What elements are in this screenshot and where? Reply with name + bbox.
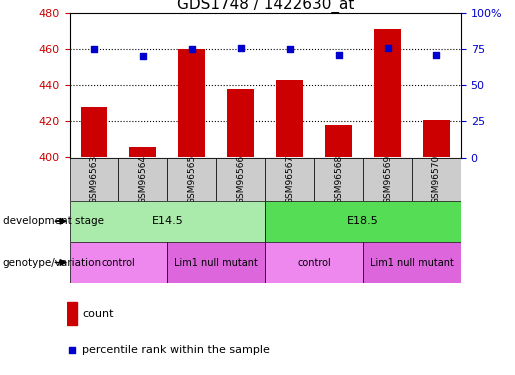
Bar (167, 242, 265, 283)
Point (90, 46, 98, 52)
Bar (265, 201, 461, 242)
Bar (67, 302, 77, 325)
Text: Lim1 null mutant: Lim1 null mutant (175, 258, 258, 267)
Text: GSM96569: GSM96569 (383, 154, 392, 204)
Bar (80, 107, 108, 158)
Text: control: control (101, 258, 135, 267)
Text: percentile rank within the sample: percentile rank within the sample (82, 345, 270, 355)
Text: count: count (82, 309, 114, 319)
Text: GSM96566: GSM96566 (236, 154, 245, 204)
Text: GSM96570: GSM96570 (432, 154, 441, 204)
Point (383, 45, 391, 51)
Text: control: control (297, 258, 331, 267)
Text: GSM96565: GSM96565 (187, 154, 196, 204)
Text: E14.5: E14.5 (151, 216, 183, 226)
Title: GDS1748 / 1422630_at: GDS1748 / 1422630_at (177, 0, 354, 13)
Point (68, 347, 76, 353)
Text: genotype/variation: genotype/variation (3, 258, 101, 267)
Bar (118, 158, 167, 201)
Bar (325, 125, 352, 158)
Bar (314, 158, 363, 201)
Text: development stage: development stage (3, 216, 104, 226)
Bar (178, 49, 205, 158)
Bar (265, 242, 363, 283)
Bar (363, 158, 412, 201)
Bar (70, 242, 167, 283)
Bar (70, 201, 265, 242)
Text: GSM96563: GSM96563 (90, 154, 98, 204)
Point (285, 46, 294, 52)
Bar (276, 80, 303, 158)
Point (187, 46, 196, 52)
Point (335, 52, 343, 58)
Bar (363, 242, 461, 283)
Bar (374, 29, 401, 158)
Bar (216, 158, 265, 201)
Point (139, 53, 147, 59)
Bar (265, 158, 314, 201)
Text: GSM96564: GSM96564 (139, 154, 147, 204)
Bar (423, 120, 450, 158)
Point (236, 45, 245, 51)
Text: GSM96568: GSM96568 (334, 154, 343, 204)
Text: GSM96567: GSM96567 (285, 154, 294, 204)
Point (432, 52, 440, 58)
Bar (167, 158, 216, 201)
Bar (227, 89, 254, 158)
Text: Lim1 null mutant: Lim1 null mutant (370, 258, 454, 267)
Bar (70, 158, 118, 201)
Bar (129, 147, 157, 158)
Text: E18.5: E18.5 (347, 216, 379, 226)
Bar (412, 158, 461, 201)
